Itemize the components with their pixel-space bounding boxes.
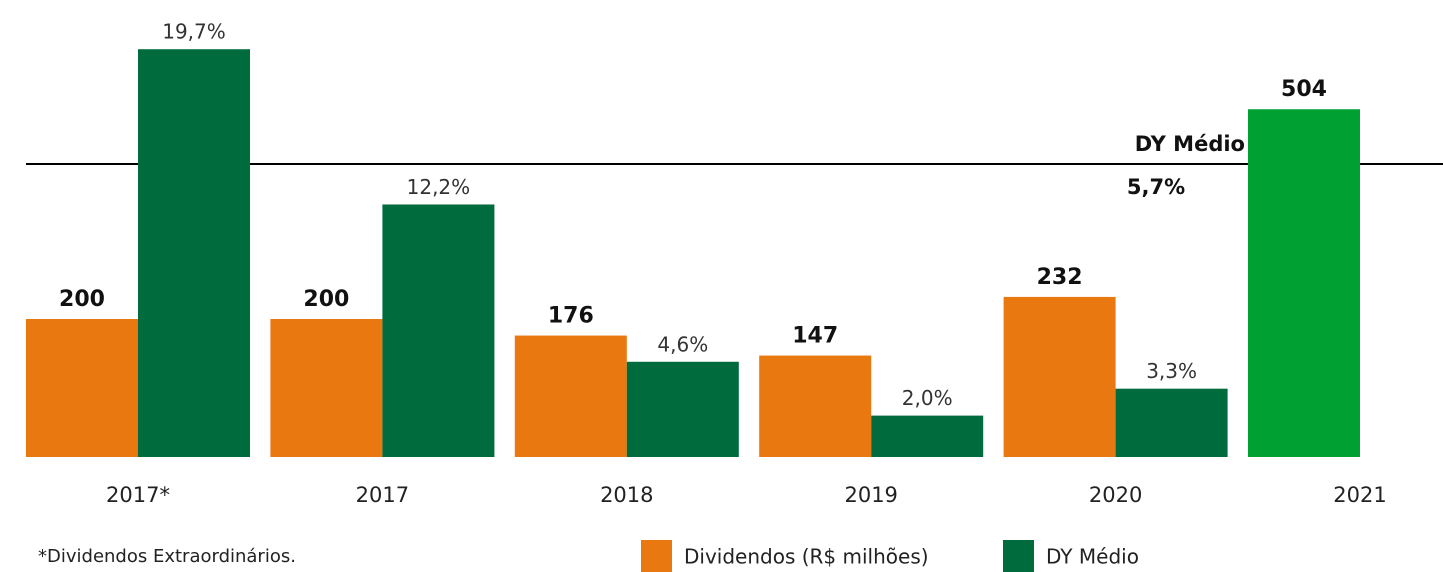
value-label: 200: [303, 287, 349, 312]
bar: [514, 335, 627, 457]
bar: [270, 319, 383, 457]
value-label: 2,0%: [902, 386, 953, 410]
x-tick-label: 2018: [600, 483, 653, 507]
value-label: 3,3%: [1146, 359, 1197, 383]
x-tick-label: 2019: [844, 483, 897, 507]
bar: [871, 415, 984, 457]
legend-swatch: [641, 540, 672, 572]
bar: [382, 204, 495, 457]
value-label: 232: [1037, 265, 1083, 290]
legend-label: Dividendos (R$ milhões): [684, 545, 929, 569]
legend-label: DY Médio: [1046, 545, 1139, 569]
bar: [1248, 109, 1360, 458]
value-label: 147: [792, 324, 838, 349]
value-label: 504: [1281, 77, 1327, 102]
x-tick-label: 2017: [356, 483, 409, 507]
x-tick-label: 2020: [1089, 483, 1142, 507]
bar: [1115, 388, 1228, 457]
value-label: 4,6%: [657, 332, 708, 356]
bar: [1003, 296, 1116, 457]
footnote: *Dividendos Extraordinários.: [38, 546, 296, 567]
value-label: 200: [59, 287, 105, 312]
x-tick-label: 2017*: [106, 483, 170, 507]
bar: [26, 319, 138, 457]
value-label: 19,7%: [162, 20, 226, 44]
bar: [626, 361, 739, 457]
value-label: 12,2%: [407, 175, 471, 199]
annotation: DY Médio: [1135, 132, 1245, 156]
legend-swatch: [1003, 540, 1034, 572]
bar: [759, 355, 872, 457]
annotation: 5,7%: [1127, 175, 1185, 199]
value-label: 176: [548, 304, 594, 329]
bar: [138, 49, 250, 458]
x-tick-label: 2021: [1333, 483, 1386, 507]
